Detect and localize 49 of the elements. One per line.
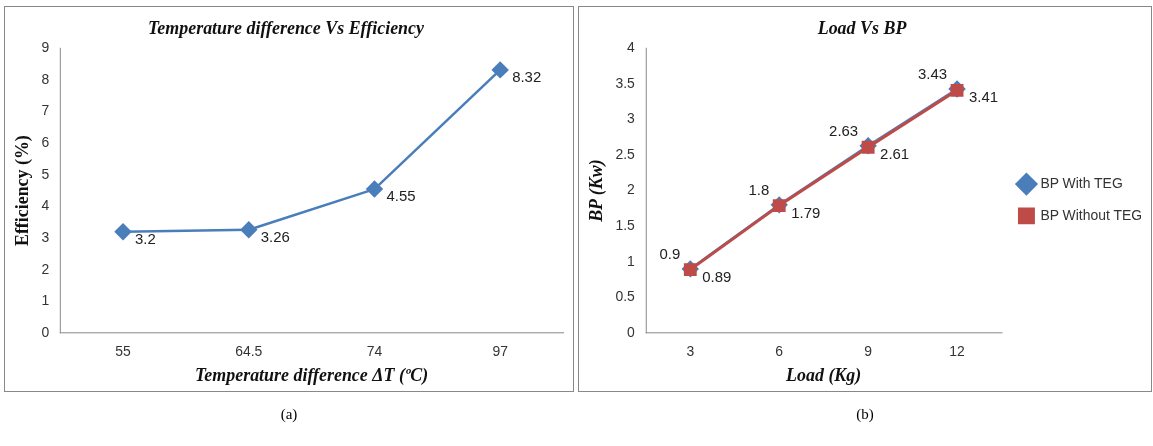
y-tick-label: 4 bbox=[627, 39, 636, 56]
data-label: 3.41 bbox=[969, 88, 999, 106]
x-tick-label: 6 bbox=[775, 343, 784, 360]
y-tick-label: 2.5 bbox=[615, 145, 636, 162]
y-tick-label: 6 bbox=[41, 134, 50, 151]
y-tick-label: 0 bbox=[41, 323, 50, 340]
y-tick-label: 4 bbox=[41, 197, 50, 214]
y-tick-label: 1 bbox=[627, 252, 636, 269]
y-axis-title: BP (Kw) bbox=[586, 159, 608, 223]
x-tick-label: 12 bbox=[949, 343, 966, 360]
chart-title: Temperature difference Vs Efficiency bbox=[148, 18, 425, 39]
y-tick-label: 1 bbox=[41, 292, 50, 309]
data-label: 1.8 bbox=[748, 181, 770, 199]
y-tick-label: 3.5 bbox=[615, 74, 636, 91]
data-label: 2.61 bbox=[880, 145, 910, 163]
text: (b) bbox=[856, 406, 874, 423]
y-tick-label: 0.5 bbox=[615, 288, 636, 305]
y-tick-label: 0 bbox=[627, 323, 636, 340]
x-tick-label: 97 bbox=[492, 343, 509, 360]
data-label: 3.2 bbox=[135, 229, 156, 247]
x-tick-label: 3 bbox=[686, 343, 695, 360]
y-tick-label: 2 bbox=[41, 260, 50, 277]
data-label: 2.63 bbox=[829, 122, 859, 140]
x-axis-title: Temperature difference ΔT (ºC) bbox=[195, 364, 429, 386]
data-label: 4.55 bbox=[386, 187, 416, 205]
data-label: 0.89 bbox=[702, 267, 732, 285]
x-tick-label: 55 bbox=[115, 343, 132, 360]
y-tick-label: 5 bbox=[41, 165, 50, 182]
data-label: 0.9 bbox=[659, 245, 681, 263]
x-tick-label: 74 bbox=[366, 343, 383, 360]
data-label: 8.32 bbox=[512, 67, 542, 85]
y-tick-label: 8 bbox=[41, 70, 50, 87]
x-tick-label: 64.5 bbox=[235, 343, 263, 360]
data-label: 3.26 bbox=[260, 227, 290, 245]
y-tick-label: 7 bbox=[41, 102, 50, 119]
data-label: 3.43 bbox=[918, 65, 948, 83]
data-label: 1.79 bbox=[791, 203, 821, 221]
chart-title: Load Vs BP bbox=[816, 18, 908, 39]
legend-label: BP Without TEG bbox=[1040, 206, 1143, 223]
x-tick-label: 9 bbox=[864, 343, 873, 360]
y-axis-title: Efficiency (%) bbox=[12, 135, 34, 247]
text: (a) bbox=[280, 406, 298, 423]
legend-label: BP With TEG bbox=[1040, 174, 1123, 191]
y-tick-label: 1.5 bbox=[615, 217, 636, 234]
y-tick-label: 9 bbox=[41, 39, 50, 56]
x-axis-title: Load (Kg) bbox=[785, 364, 862, 386]
y-tick-label: 3 bbox=[627, 110, 636, 127]
y-tick-label: 3 bbox=[41, 228, 50, 245]
y-tick-label: 2 bbox=[627, 181, 636, 198]
